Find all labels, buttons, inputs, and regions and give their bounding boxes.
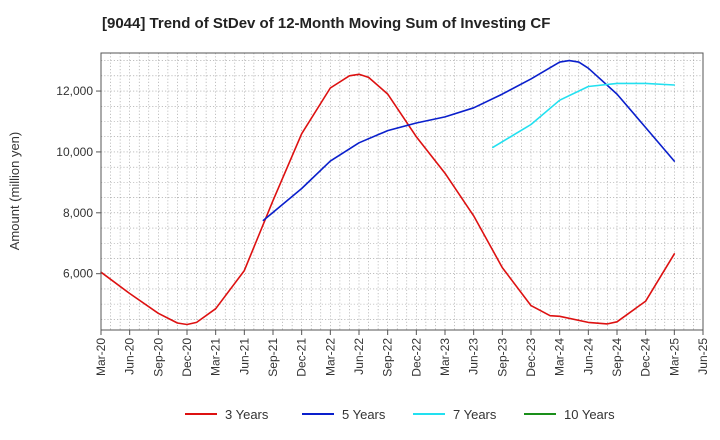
- legend-label-3: 10 Years: [564, 407, 615, 422]
- plot-frame: [100, 52, 704, 331]
- x-tick-label: Jun-23: [467, 338, 481, 375]
- x-tick-label: Mar-24: [553, 338, 567, 376]
- x-tick-label: Jun-25: [696, 338, 710, 375]
- x-tick-label: Mar-21: [209, 338, 223, 376]
- chart-title: [9044] Trend of StDev of 12-Month Moving…: [102, 15, 550, 32]
- x-tick-label: Jun-20: [123, 338, 137, 375]
- y-ticks: 6,000 8,000 10,000 12,000: [56, 84, 101, 281]
- x-ticks: Mar-20 Jun-20 Sep-20 Dec-20 Mar-21 Jun-21 Sep-…: [94, 330, 710, 377]
- x-tick-label: Mar-20: [94, 338, 108, 376]
- x-tick-label: Dec-22: [409, 338, 423, 377]
- series-line-1: [262, 59, 676, 222]
- x-tick-label: Sep-24: [610, 338, 624, 377]
- legend-label-0: 3 Years: [225, 407, 269, 422]
- legend-label-1: 5 Years: [342, 407, 386, 422]
- y-tick-label: 6,000: [63, 267, 93, 281]
- legend-label-2: 7 Years: [453, 407, 497, 422]
- x-tick-label: Sep-21: [266, 338, 280, 377]
- grid: [101, 53, 703, 330]
- x-tick-label: Sep-20: [151, 338, 165, 377]
- x-tick-label: Mar-23: [438, 338, 452, 376]
- x-tick-label: Dec-23: [524, 338, 538, 377]
- y-axis-label: Amount (million yen): [7, 132, 22, 251]
- x-tick-label: Sep-22: [381, 338, 395, 377]
- series-line-2: [492, 82, 676, 149]
- legend: 3 Years 5 Years 7 Years 10 Years: [185, 407, 615, 422]
- y-tick-label: 12,000: [56, 84, 93, 98]
- x-tick-label: Mar-25: [667, 338, 681, 376]
- x-tick-label: Jun-22: [352, 338, 366, 375]
- x-tick-label: Dec-21: [295, 338, 309, 377]
- x-tick-label: Mar-22: [323, 338, 337, 376]
- y-tick-label: 8,000: [63, 206, 93, 220]
- x-tick-label: Dec-20: [180, 338, 194, 377]
- x-tick-label: Jun-21: [237, 338, 251, 375]
- series-lines: [100, 59, 676, 326]
- series-line-0: [100, 73, 676, 326]
- x-tick-label: Sep-23: [495, 338, 509, 377]
- x-tick-label: Dec-24: [639, 338, 653, 377]
- x-tick-label: Jun-24: [581, 338, 595, 375]
- y-tick-label: 10,000: [56, 145, 93, 159]
